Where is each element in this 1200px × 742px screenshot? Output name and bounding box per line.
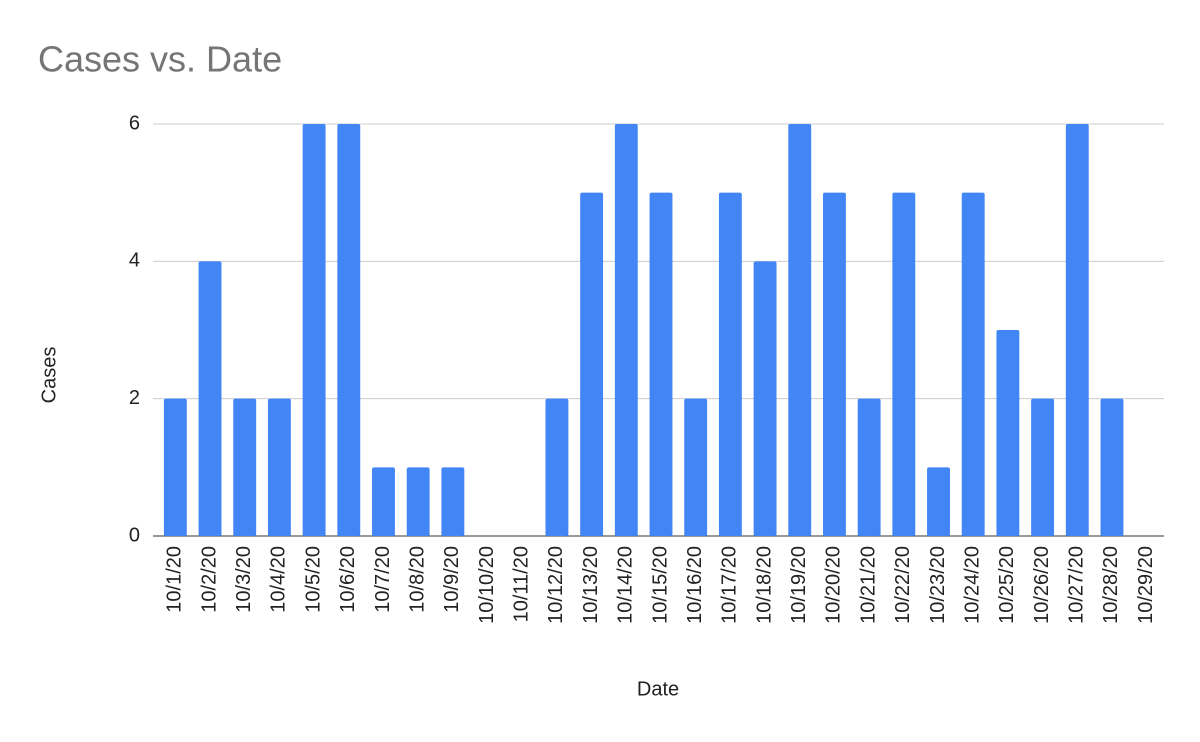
x-tick-label: 10/25/20 [996,546,1018,624]
x-tick-label: 10/8/20 [406,546,428,613]
y-tick-label: 0 [129,524,140,546]
x-tick-label: 10/28/20 [1100,546,1122,624]
bar [545,398,569,536]
bar [961,192,985,536]
x-tick-label: 10/6/20 [337,546,359,613]
x-tick-label: 10/2/20 [198,546,220,613]
bar [267,398,291,536]
bar [233,398,257,536]
bar [1100,398,1124,536]
x-tick-label: 10/5/20 [302,546,324,613]
x-tick-label: 10/27/20 [1066,546,1088,624]
bar [892,192,916,536]
bar [753,261,777,536]
y-tick-label: 2 [129,387,140,409]
x-tick-label: 10/29/20 [1135,546,1157,624]
x-tick-label: 10/4/20 [268,546,290,613]
y-tick-label: 4 [129,250,140,272]
bar [788,124,812,536]
bar [718,192,742,536]
x-tick-label: 10/24/20 [961,546,983,624]
x-tick-label: 10/21/20 [857,546,879,624]
bar [580,192,604,536]
bar [649,192,673,536]
x-tick-label: 10/17/20 [719,546,741,624]
bar [372,467,395,536]
x-tick-label: 10/18/20 [753,546,775,624]
x-tick-label: 10/10/20 [476,546,498,624]
bar [996,330,1020,536]
x-tick-label: 10/15/20 [649,546,671,624]
x-tick-label: 10/23/20 [927,546,949,624]
x-tick-label: 10/14/20 [615,546,637,624]
bar [1031,398,1055,536]
x-tick-label: 10/1/20 [164,546,186,613]
bar [857,398,881,536]
x-tick-label: 10/11/20 [511,546,533,622]
x-tick-label: 10/12/20 [545,546,567,624]
x-tick-label: 10/16/20 [684,546,706,624]
bar [406,467,430,536]
bar [337,124,361,536]
x-tick-label: 10/19/20 [788,546,810,624]
y-axis-title: Cases [38,347,60,404]
bar [614,124,638,536]
x-tick-label: 10/9/20 [441,546,463,613]
bar [302,124,326,536]
x-tick-label: 10/13/20 [580,546,602,624]
bar [163,398,187,536]
bar [684,398,708,536]
y-tick-label: 6 [129,112,140,134]
bar [441,467,465,536]
x-tick-label: 10/22/20 [892,546,914,624]
x-tick-label: 10/20/20 [823,546,845,624]
x-axis-title: Date [637,678,679,700]
x-tick-label: 10/3/20 [233,546,255,613]
x-tick-label: 10/26/20 [1031,546,1053,624]
chart-title: Cases vs. Date [38,39,282,80]
x-tick-label: 10/7/20 [372,546,394,613]
bar [927,467,950,536]
bar [1065,124,1089,536]
bar [823,192,846,536]
bar [198,261,222,536]
